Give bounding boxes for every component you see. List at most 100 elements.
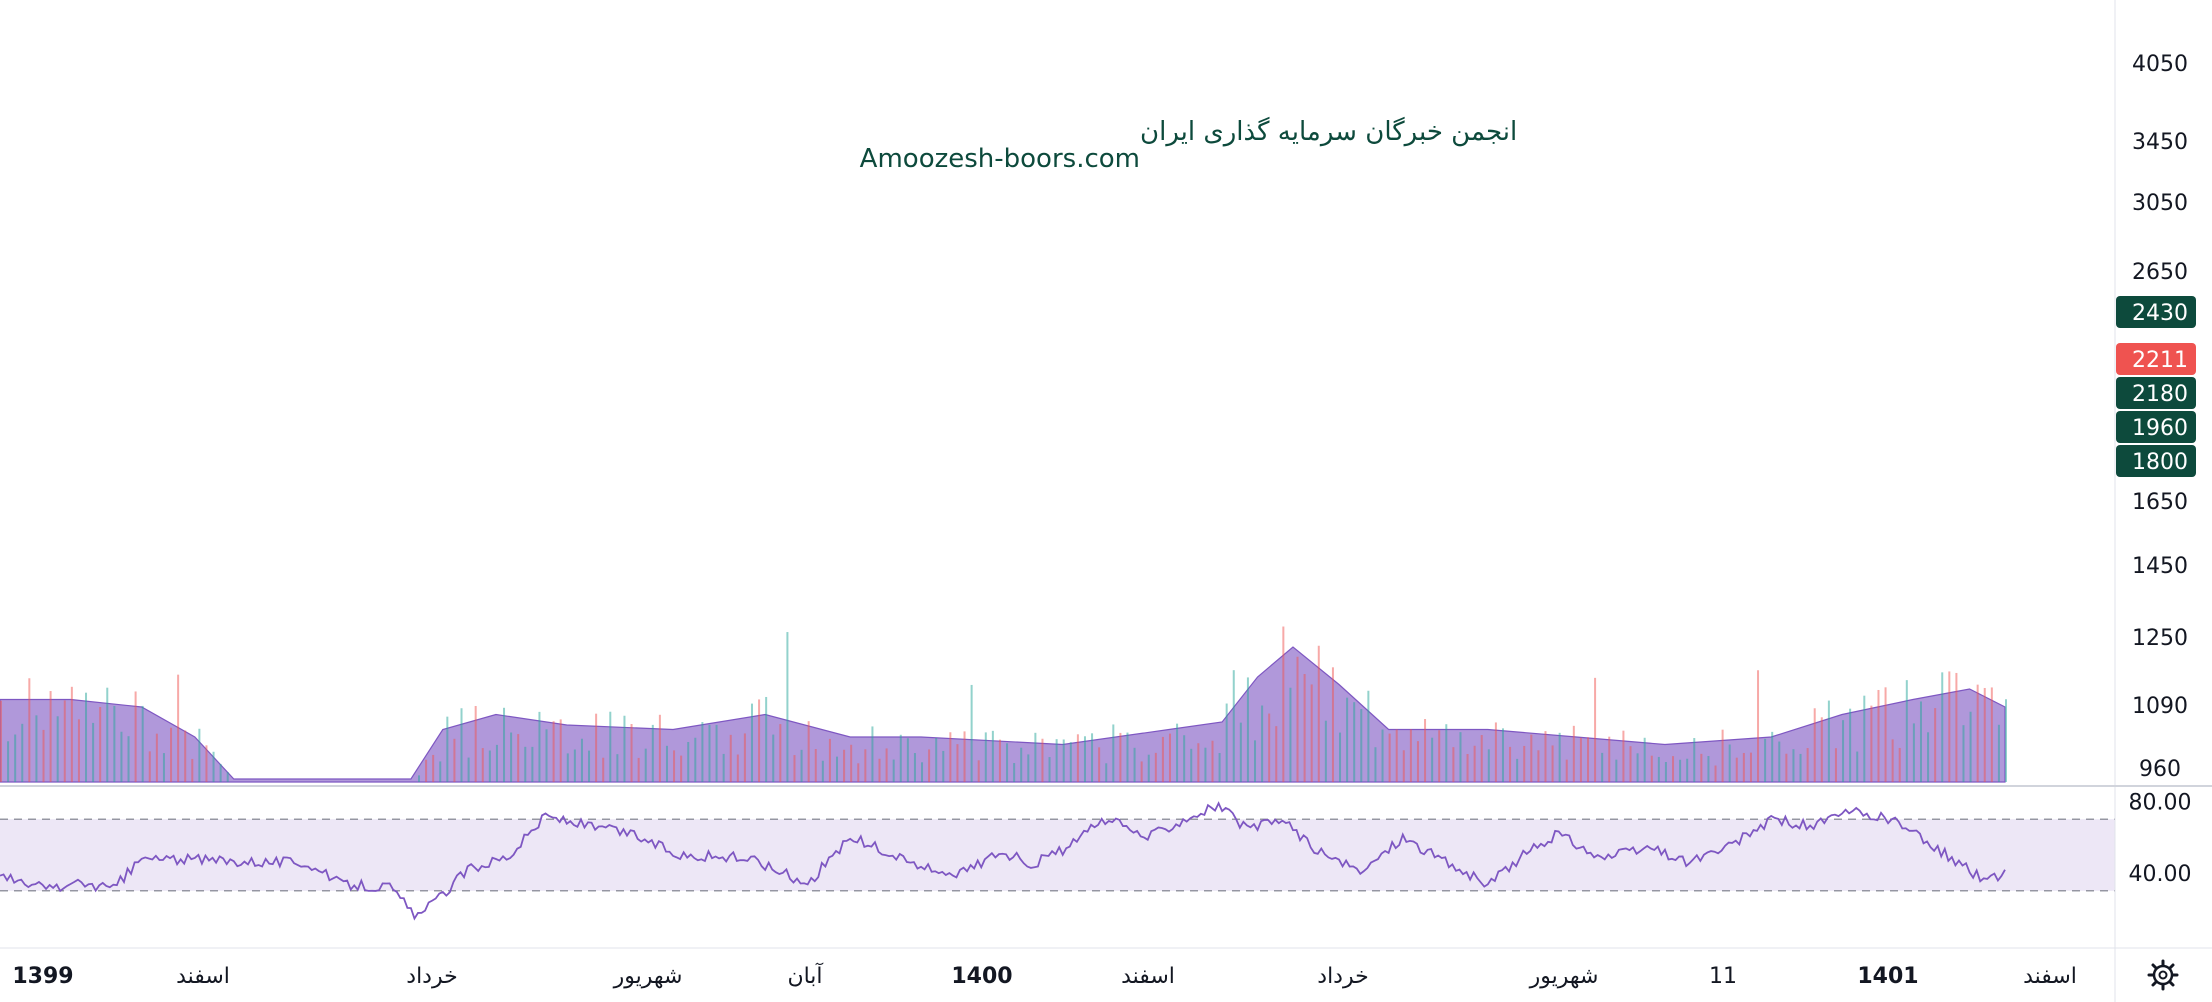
- volume-bar: [1558, 732, 1561, 782]
- volume-bar: [1055, 739, 1058, 782]
- volume-bar: [559, 719, 562, 782]
- volume-bar: [35, 715, 38, 782]
- volume-bar: [1664, 762, 1667, 782]
- time-tick-label: اسفند: [2023, 964, 2077, 989]
- volume-bar: [14, 734, 17, 782]
- volume-bar: [1806, 748, 1809, 782]
- volume-bar: [708, 724, 711, 782]
- volume-bar: [1856, 751, 1859, 782]
- time-tick-label: آبان: [787, 962, 823, 989]
- volume-bar: [807, 721, 810, 782]
- current-price-badge: 2211: [2132, 348, 2188, 373]
- volume-bar: [743, 733, 746, 782]
- volume-bar: [1629, 746, 1632, 782]
- volume-bar: [1445, 724, 1448, 782]
- volume-bar: [750, 703, 753, 782]
- volume-bar: [1792, 749, 1795, 782]
- volume-bar: [665, 745, 668, 782]
- volume-bar: [1480, 735, 1483, 782]
- volume-bar: [1119, 732, 1122, 782]
- volume-bar: [722, 753, 725, 782]
- volume-bar: [1076, 734, 1079, 782]
- volume-bar: [538, 711, 541, 782]
- volume-bar: [1898, 747, 1901, 782]
- volume-bar: [1834, 748, 1837, 782]
- price-tick-label: 3450: [2132, 130, 2188, 155]
- volume-bar: [1303, 674, 1306, 782]
- volume-bar: [1501, 728, 1504, 782]
- level-badge-2180-bg: [2116, 377, 2196, 409]
- volume-bar: [694, 737, 697, 782]
- volume-bar: [1374, 747, 1377, 782]
- volume-bar: [1721, 729, 1724, 782]
- price-tick-label: 1090: [2132, 694, 2188, 719]
- price-badges: 2430 2180 1960 1800 2211: [2116, 296, 2196, 477]
- volume-bar: [984, 732, 987, 782]
- volume-bar: [1112, 724, 1115, 782]
- volume-bar: [1579, 737, 1582, 782]
- volume-bar: [1027, 754, 1030, 782]
- rsi-tick-label: 40.00: [2129, 862, 2192, 887]
- volume-bar: [517, 734, 520, 782]
- time-tick-label: اسفند: [176, 964, 230, 989]
- volume-bar: [793, 755, 796, 782]
- volume-bar: [595, 713, 598, 782]
- volume-bar: [786, 632, 789, 782]
- current-price-badge-bg: [2116, 343, 2196, 375]
- volume-bar: [1905, 680, 1908, 782]
- volume-bar: [1268, 713, 1271, 782]
- volume-bar: [580, 738, 583, 782]
- volume-bar: [1707, 756, 1710, 782]
- time-tick-label: شهریور: [1529, 964, 1599, 989]
- price-tick-label: 1250: [2132, 626, 2188, 651]
- volume-bar: [609, 711, 612, 782]
- volume-bar: [1537, 750, 1540, 782]
- volume-bar: [453, 738, 456, 782]
- volume-bar: [1395, 729, 1398, 782]
- volume-bar: [1551, 745, 1554, 782]
- volume-bar: [1246, 677, 1249, 782]
- volume-bar: [1679, 759, 1682, 782]
- volume-bar: [673, 750, 676, 782]
- time-tick-label: 1400: [951, 964, 1012, 989]
- volume-bar: [1168, 733, 1171, 782]
- volume-bar: [1778, 741, 1781, 782]
- volume-bar: [1161, 736, 1164, 782]
- price-tick-label: 960: [2139, 757, 2181, 782]
- gear-icon[interactable]: [2147, 959, 2179, 991]
- volume-bar: [134, 691, 137, 782]
- volume-bar: [28, 678, 31, 782]
- volume-bar: [524, 746, 527, 782]
- volume-bar: [850, 744, 853, 782]
- volume-bar: [1324, 720, 1327, 782]
- volume-bar: [1863, 695, 1866, 782]
- volume-bar: [162, 753, 165, 782]
- volume-bar: [1686, 758, 1689, 782]
- volume-bar: [1672, 756, 1675, 782]
- volume-bar: [127, 736, 130, 782]
- volume-bar: [1296, 656, 1299, 782]
- level-badge-1960: 1960: [2132, 416, 2188, 441]
- volume-bar: [1530, 734, 1533, 782]
- volume-bar: [1813, 708, 1816, 782]
- volume-bar: [488, 750, 491, 782]
- volume-bar: [205, 745, 208, 782]
- volume-bar: [148, 751, 151, 782]
- level-badge-1800-bg: [2116, 445, 2196, 477]
- volume-bar: [1034, 732, 1037, 782]
- volume-bar: [439, 761, 442, 782]
- volume-bar: [616, 754, 619, 782]
- volume-bar: [1997, 724, 2000, 782]
- volume-bar: [1339, 732, 1342, 782]
- volume-bar: [1466, 754, 1469, 782]
- volume-bar: [1105, 763, 1108, 782]
- volume-bar: [1891, 739, 1894, 782]
- volume-bar: [828, 738, 831, 782]
- volume-bar: [1927, 732, 1930, 782]
- volume-bar: [0, 700, 2, 782]
- volume-bar: [1133, 747, 1136, 782]
- volume-bar: [481, 748, 484, 782]
- volume-bar: [1424, 719, 1427, 782]
- volume-bar: [772, 734, 775, 782]
